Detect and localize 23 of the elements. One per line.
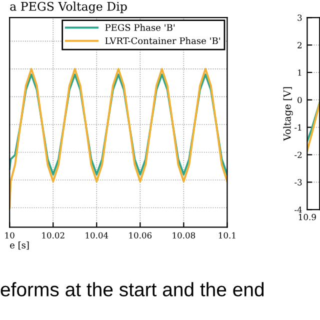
legend-label: LVRT-Container Phase 'B' [105,37,220,44]
chart-title: a PEGS Voltage Dip [10,2,127,14]
y-tick-label: 3 [298,14,302,21]
x-tick-label: 10.04 [86,232,108,239]
x-axis-title: e [s] [10,242,29,250]
y-axis-title: Voltage [V] [283,87,293,141]
x-tick-label: 10.1 [218,232,236,239]
legend-label: PEGS Phase 'B' [105,24,175,31]
y-tick-label: -1 [294,124,302,130]
line-series [307,102,320,152]
y-tick-label: -3 [294,179,302,186]
x-tick-label: 10 [5,232,14,239]
y-tick-label: -2 [294,152,302,158]
y-tick-label: -4 [294,206,302,213]
x-tick-label: 10.06 [129,232,152,239]
x-tick-label: 10.08 [172,232,196,239]
text: 10.9 [298,214,316,220]
y-tick-label: 1 [298,69,302,76]
y-tick-label: 0 [298,96,302,104]
x-tick-label: 10.02 [42,232,64,239]
y-tick-label: 2 [298,42,302,48]
text: eforms at the start and the end [0,282,264,296]
line-series [307,102,320,142]
